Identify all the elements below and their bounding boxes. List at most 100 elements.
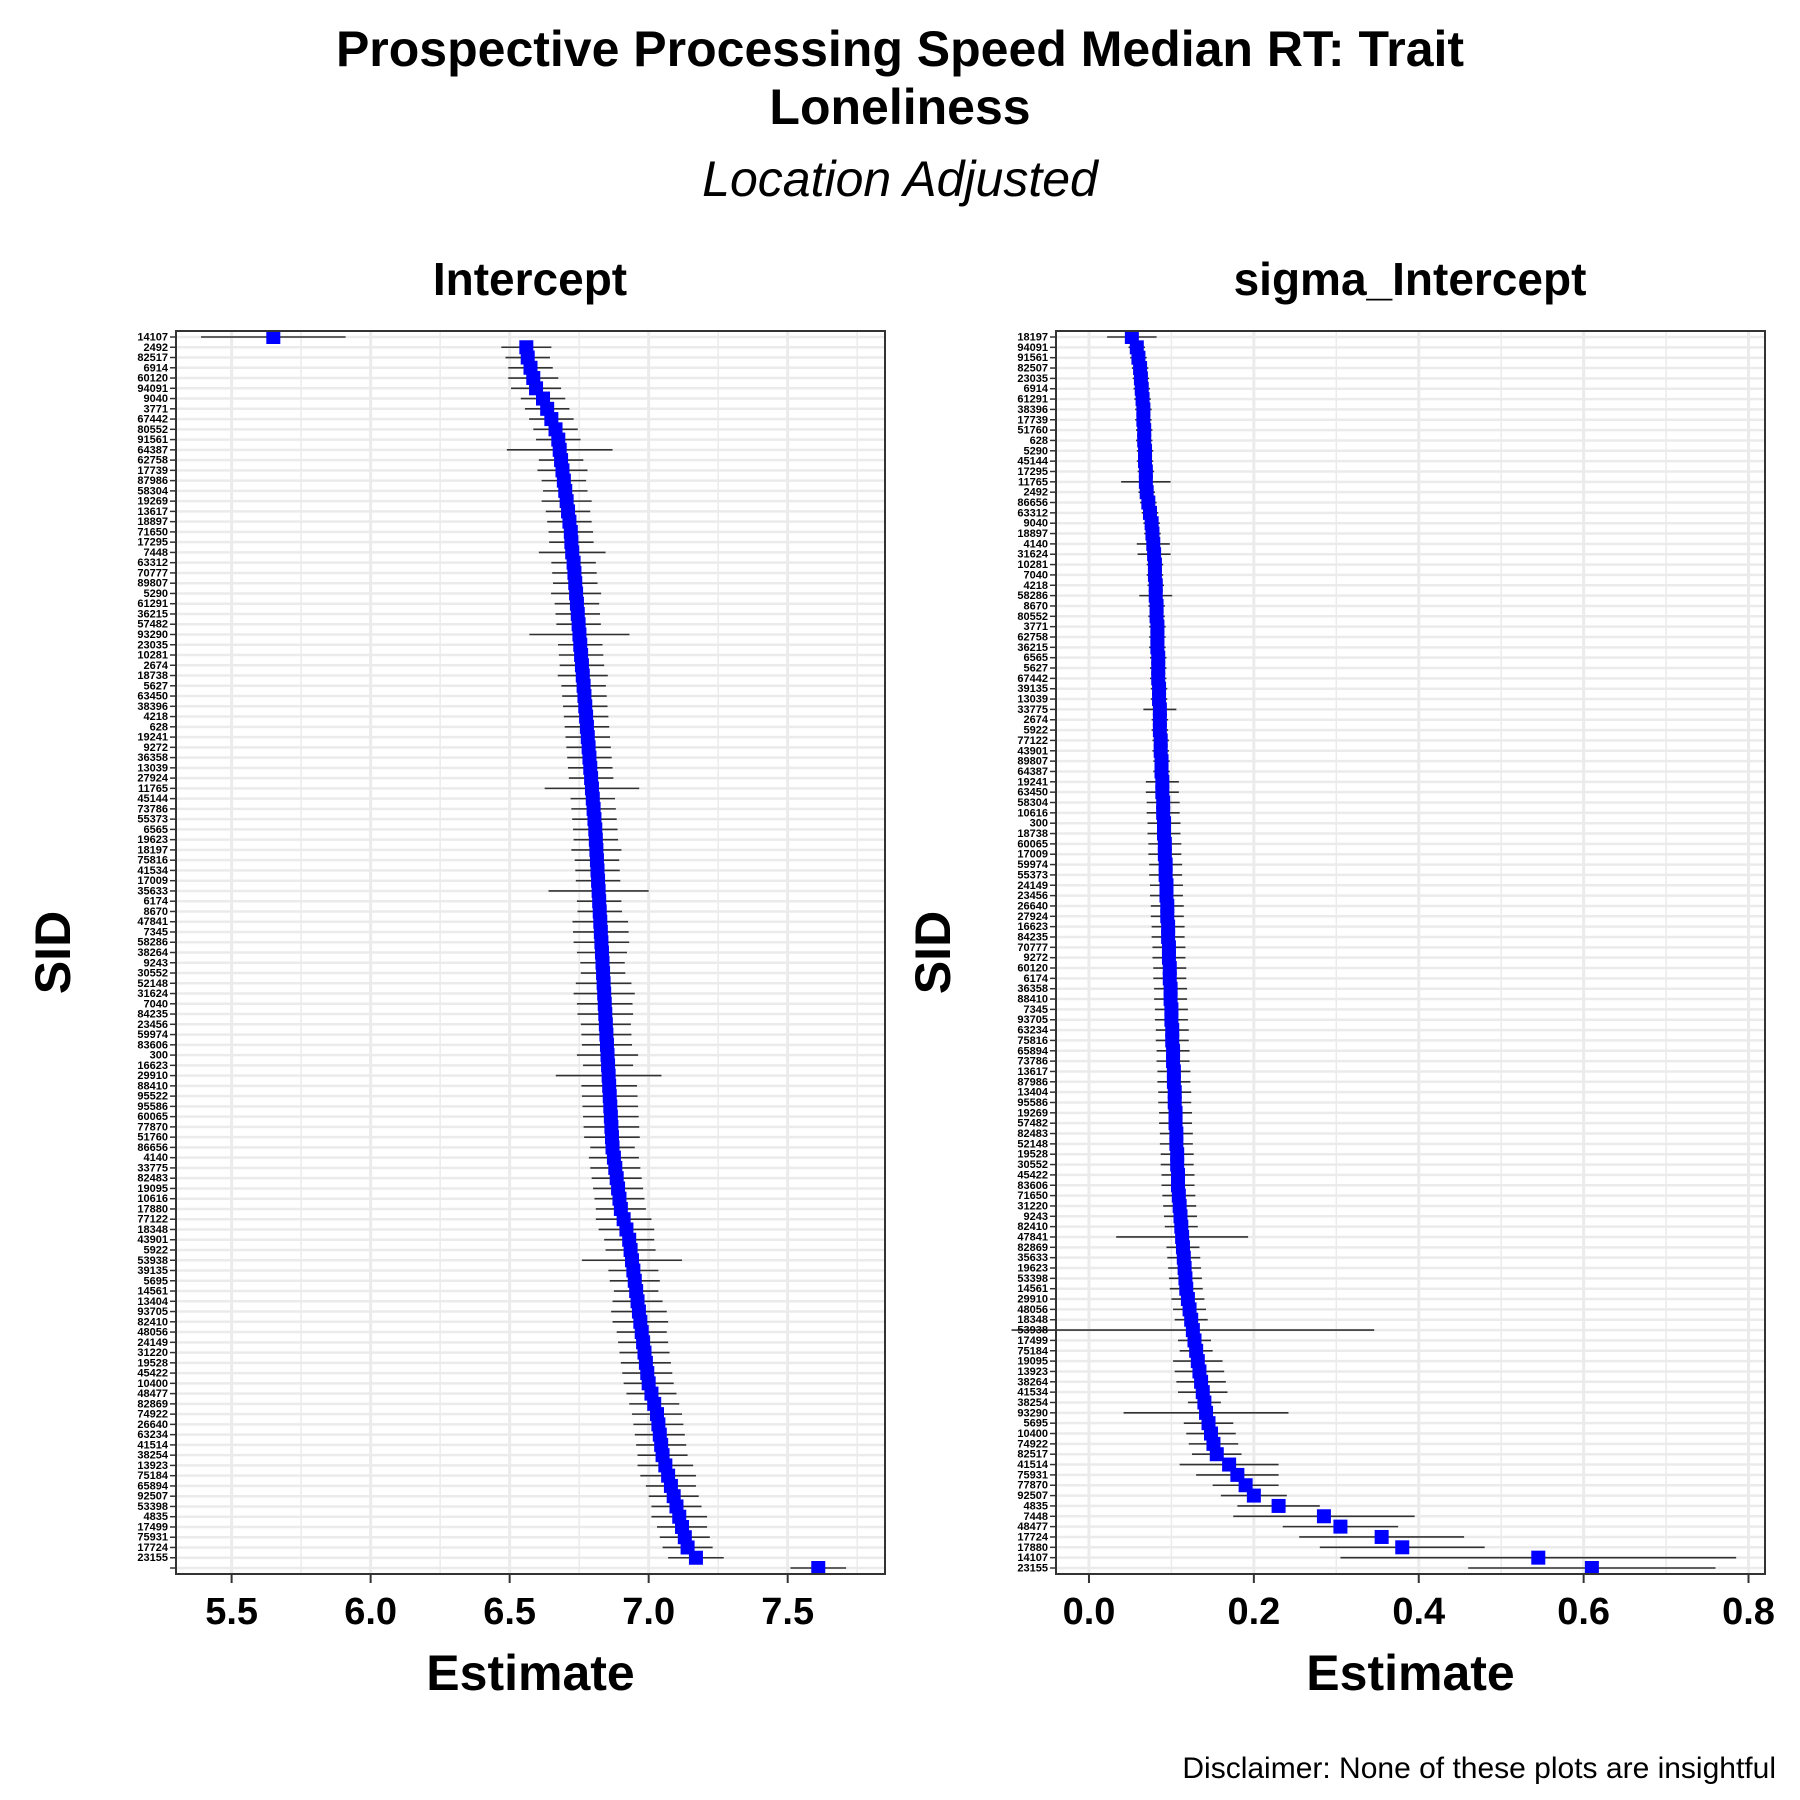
y-tick-label: 23155 [137, 1552, 168, 1564]
y-tick-label: 67442 [1017, 673, 1048, 685]
y-tick-label: 45422 [137, 1368, 168, 1380]
y-tick-label: 53938 [1017, 1325, 1048, 1337]
y-tick-label: 33775 [1017, 704, 1048, 716]
y-tick-label: 89807 [1017, 756, 1048, 768]
estimate-point [1246, 1488, 1261, 1503]
y-tick-label: 8670 [144, 906, 168, 918]
estimate-point [1584, 1561, 1599, 1575]
y-axis-label: SID [25, 911, 81, 994]
y-tick-label: 43901 [1017, 745, 1048, 757]
y-tick-label: 73786 [137, 803, 168, 815]
y-tick-label: 41514 [137, 1439, 168, 1451]
y-tick-label: 9272 [1024, 952, 1048, 964]
y-tick-label: 3771 [1024, 621, 1048, 633]
y-tick-label: 63312 [1017, 507, 1048, 519]
y-tick-label: 95522 [137, 1091, 168, 1103]
y-tick-label: 70777 [137, 567, 168, 579]
y-tick-label: 77870 [137, 1121, 168, 1133]
y-tick-label: 17499 [137, 1521, 168, 1533]
y-tick-label: 16623 [137, 1060, 168, 1072]
y-tick-label: 30552 [1017, 1159, 1048, 1171]
y-tick-label: 63450 [137, 691, 168, 703]
y-tick-label: 53398 [137, 1501, 168, 1513]
y-tick-label: 82869 [137, 1398, 168, 1410]
y-tick-label: 4218 [144, 711, 168, 723]
y-tick-label: 7345 [1024, 1004, 1048, 1016]
y-tick-label: 71650 [137, 526, 168, 538]
y-tick-label: 75184 [137, 1470, 168, 1482]
estimate-point [1333, 1519, 1348, 1534]
y-tick-label: 83606 [1017, 1180, 1048, 1192]
y-tick-label: 82517 [137, 352, 168, 364]
y-tick-label: 2492 [144, 342, 168, 354]
y-tick-label: 18897 [1017, 528, 1048, 540]
y-tick-label: 17724 [137, 1542, 168, 1554]
y-tick-label: 91561 [1017, 352, 1048, 364]
y-tick-label: 18348 [137, 1224, 168, 1236]
y-tick-label: 75931 [1017, 1469, 1048, 1481]
y-tick-label: 39135 [1017, 683, 1048, 695]
y-tick-label: 82410 [1017, 1221, 1048, 1233]
y-tick-label: 5290 [144, 588, 168, 600]
y-tick-label: 13039 [137, 762, 168, 774]
y-tick-label: 45422 [1017, 1169, 1048, 1181]
y-tick-label: 17724 [1017, 1531, 1048, 1543]
estimate-point [1374, 1529, 1389, 1544]
y-tick-label: 10400 [137, 1378, 168, 1390]
y-tick-label: 5627 [144, 680, 168, 692]
y-tick-label: 88410 [137, 1080, 168, 1092]
y-tick-label: 91561 [137, 434, 168, 446]
x-axis-label: Estimate [1306, 1645, 1514, 1701]
y-tick-label: 64387 [137, 444, 168, 456]
y-tick-label: 23155 [1017, 1563, 1048, 1575]
y-tick-label: 62758 [1017, 631, 1048, 643]
y-tick-label: 60120 [1017, 963, 1048, 975]
y-tick-label: 17009 [137, 875, 168, 887]
estimate-point [1316, 1509, 1331, 1524]
y-tick-label: 10281 [1017, 559, 1048, 571]
estimate-point [1209, 1447, 1224, 1462]
y-tick-label: 5695 [1024, 1418, 1048, 1430]
y-tick-label: 14561 [1017, 1283, 1048, 1295]
y-tick-label: 13923 [137, 1460, 168, 1472]
y-tick-label: 3771 [144, 403, 168, 415]
y-tick-label: 58304 [1017, 797, 1048, 809]
y-tick-label: 65894 [137, 1480, 168, 1492]
y-tick-label: 63450 [1017, 787, 1048, 799]
y-tick-label: 300 [1030, 818, 1048, 830]
y-tick-label: 63234 [137, 1429, 168, 1441]
y-tick-label: 61291 [137, 598, 168, 610]
y-tick-label: 10616 [137, 1193, 168, 1205]
y-tick-label: 19241 [1017, 776, 1048, 788]
y-tick-label: 74922 [137, 1409, 168, 1421]
y-tick-label: 19623 [137, 834, 168, 846]
y-tick-label: 17295 [137, 537, 168, 549]
y-tick-label: 38264 [1017, 1376, 1048, 1388]
y-tick-label: 47841 [137, 916, 168, 928]
y-tick-label: 36358 [137, 752, 168, 764]
x-tick-label: 6.0 [344, 1591, 397, 1633]
y-tick-label: 82410 [137, 1316, 168, 1328]
y-tick-label: 74922 [1017, 1438, 1048, 1450]
y-tick-label: 23456 [1017, 890, 1048, 902]
y-tick-label: 18197 [137, 844, 168, 856]
y-tick-label: 18348 [1017, 1314, 1048, 1326]
y-tick-label: 5922 [1024, 725, 1048, 737]
y-tick-label: 17739 [137, 465, 168, 477]
y-tick-label: 17880 [137, 1203, 168, 1215]
y-tick-label: 13039 [1017, 694, 1048, 706]
estimate-point [1395, 1540, 1410, 1555]
y-tick-label: 95586 [137, 1101, 168, 1113]
y-tick-label: 29910 [137, 1070, 168, 1082]
y-tick-label: 57482 [137, 619, 168, 631]
y-tick-label: 19241 [137, 732, 168, 744]
y-tick-label: 7448 [144, 547, 168, 559]
y-tick-label: 16623 [1017, 921, 1048, 933]
y-tick-label: 4140 [1024, 538, 1048, 550]
y-tick-label: 27924 [137, 773, 168, 785]
y-tick-label: 24149 [137, 1337, 168, 1349]
y-tick-label: 52148 [1017, 1138, 1048, 1150]
x-tick-label: 0.6 [1557, 1591, 1610, 1633]
y-tick-label: 38396 [137, 701, 168, 713]
y-tick-label: 73786 [1017, 1056, 1048, 1068]
